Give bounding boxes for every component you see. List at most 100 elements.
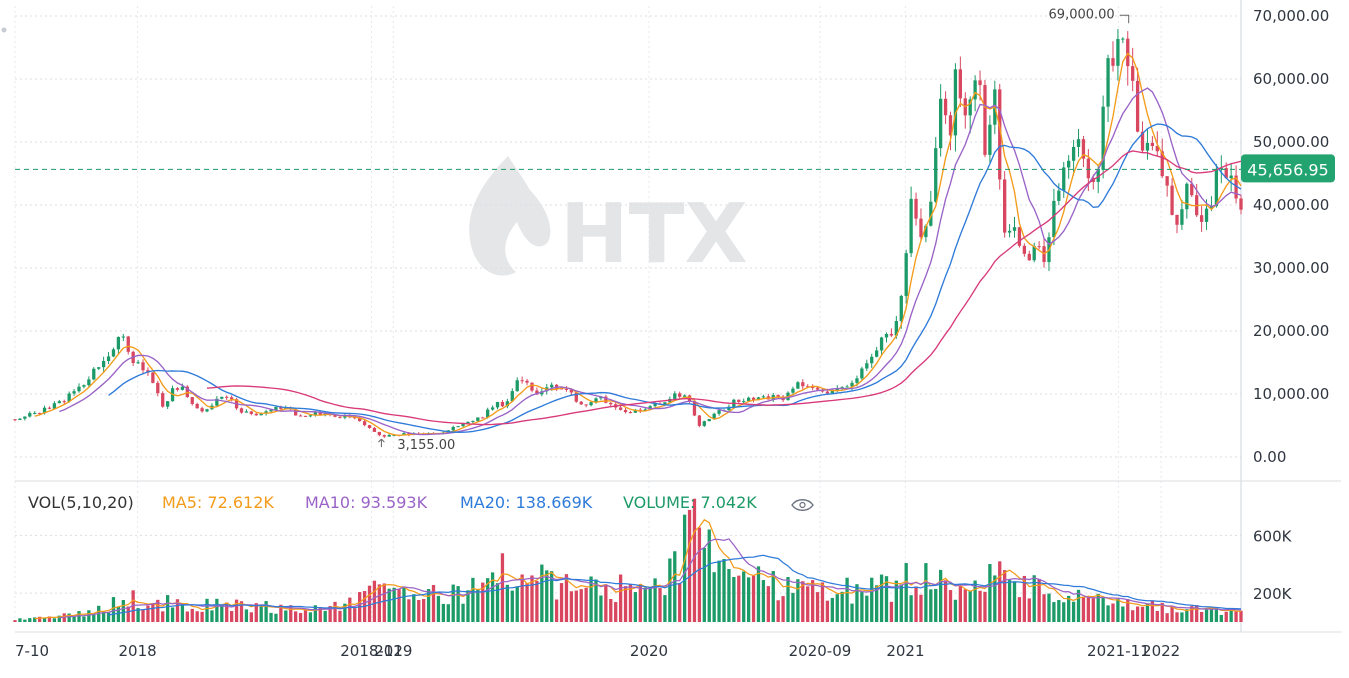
candle-body	[889, 333, 894, 336]
volume-bar	[540, 564, 544, 622]
candle-body	[860, 368, 864, 379]
candle-body	[244, 411, 249, 413]
volume-bar	[279, 604, 283, 622]
grid-lines	[14, 0, 1341, 633]
volume-bar	[742, 571, 746, 622]
candle-body	[476, 417, 480, 421]
volume-bar	[791, 592, 795, 622]
candle-body	[682, 395, 687, 397]
volume-bar	[426, 589, 431, 622]
volume-tick-label: 200K	[1253, 585, 1293, 603]
candle-body	[1022, 245, 1027, 254]
price-tick-label: 10,000.00	[1253, 385, 1329, 403]
volume-bar	[1209, 607, 1214, 622]
volume-bar	[1204, 609, 1209, 622]
volume-bar	[633, 592, 638, 622]
candle-body	[205, 409, 209, 412]
candle-body	[579, 401, 583, 405]
volume-bar	[761, 580, 766, 622]
volume-bar	[879, 574, 884, 622]
candle-body	[1165, 176, 1169, 186]
volume-bar	[924, 563, 928, 622]
candle-body	[559, 388, 564, 390]
volume-bar	[786, 576, 790, 622]
volume-bar	[1160, 602, 1164, 622]
volume-bar	[328, 606, 332, 622]
volume-bar	[835, 594, 839, 622]
volume-bar	[766, 586, 770, 622]
eye-icon[interactable]	[791, 499, 814, 511]
volume-bar	[530, 575, 534, 622]
candle-body	[1121, 38, 1125, 40]
volume-ma20-line	[108, 554, 1242, 616]
volume-bar	[298, 612, 303, 622]
candle-body	[180, 386, 185, 390]
volume-bar	[1140, 606, 1145, 622]
volume-bar	[1017, 597, 1022, 622]
volume-bar	[1057, 600, 1061, 622]
volume-bar	[1126, 599, 1130, 622]
volume-bar	[889, 601, 894, 622]
volume-bar	[707, 529, 711, 622]
volume-bar	[751, 575, 756, 622]
candle-body	[1239, 198, 1243, 210]
volume-bar	[1111, 603, 1115, 622]
candle-body	[988, 124, 992, 155]
volume-bar	[234, 599, 239, 622]
volume-bar	[1155, 610, 1159, 622]
volume-bar	[451, 584, 455, 622]
volume-bar	[668, 558, 672, 622]
candle-body	[471, 420, 475, 422]
candle-body	[678, 393, 682, 397]
current-price-badge	[1241, 154, 1335, 183]
candle-body	[919, 218, 923, 238]
candle-body	[850, 382, 854, 387]
volume-bar	[289, 605, 293, 622]
candle-body	[540, 391, 544, 395]
candle-body	[746, 397, 751, 402]
candle-body	[1111, 58, 1115, 66]
volume-bar	[486, 578, 490, 622]
volume-bar	[579, 589, 583, 622]
volume-bar	[215, 598, 219, 622]
date-tick-label: 2018	[119, 642, 157, 660]
candle-body	[136, 362, 140, 364]
candle-body	[1116, 39, 1120, 66]
candle-body	[564, 388, 569, 390]
candle-body	[948, 115, 953, 136]
candle-body	[825, 391, 830, 394]
volume-bar	[441, 603, 446, 622]
candle-body	[495, 401, 500, 408]
volume-bar	[1003, 570, 1007, 622]
candle-body	[1160, 151, 1164, 177]
volume-bar	[934, 588, 938, 622]
candle-body	[978, 80, 982, 86]
candle-body	[697, 415, 702, 426]
date-tick-label: 2019	[374, 642, 412, 660]
volume-bar	[372, 580, 377, 622]
volume-bar	[604, 584, 608, 622]
candle-body	[92, 368, 96, 380]
candle-body	[855, 378, 859, 383]
volume-bar	[1239, 610, 1243, 622]
volume-bar	[594, 579, 598, 622]
volume-bar	[648, 587, 652, 622]
candle-body	[574, 392, 578, 402]
volume-bar	[1091, 598, 1095, 622]
candle-body	[33, 412, 37, 414]
candle-body	[756, 397, 761, 401]
candle-body	[742, 401, 746, 403]
volume-bar	[993, 575, 997, 622]
volume-bar	[1042, 594, 1046, 622]
volume-bar	[180, 604, 185, 622]
candle-body	[939, 98, 943, 149]
volume-bar	[106, 612, 111, 622]
volume-bar	[382, 583, 386, 622]
candle-body	[830, 390, 834, 394]
date-tick-label: 2021-11	[1087, 642, 1150, 660]
volume-bar	[623, 586, 628, 622]
volume-bar	[210, 610, 214, 622]
candle-body	[279, 406, 283, 409]
candle-body	[72, 391, 76, 394]
volume-bar	[387, 588, 391, 622]
